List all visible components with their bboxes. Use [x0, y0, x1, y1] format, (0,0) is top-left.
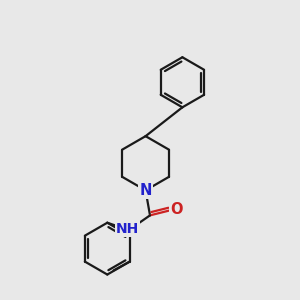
- Text: N: N: [140, 183, 152, 198]
- Text: O: O: [170, 202, 183, 217]
- Text: NH: NH: [116, 222, 139, 236]
